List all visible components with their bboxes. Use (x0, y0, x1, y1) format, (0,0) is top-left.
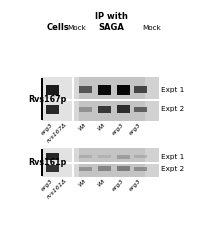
Bar (41, 149, 43, 176)
Bar (42, 77, 72, 121)
Text: rvs167Δ: rvs167Δ (46, 122, 68, 144)
Text: Mock: Mock (143, 25, 161, 31)
Bar (117, 106, 130, 113)
Bar (79, 167, 92, 171)
Text: Mock: Mock (67, 25, 86, 31)
Text: Expt 2: Expt 2 (161, 106, 184, 112)
Bar (79, 148, 145, 177)
Bar (117, 166, 130, 171)
Text: erg3: erg3 (111, 178, 125, 192)
Bar (74, 77, 79, 121)
Bar (134, 107, 147, 112)
Text: erg3: erg3 (41, 178, 54, 192)
Bar (79, 77, 145, 121)
Bar (42, 148, 72, 177)
Text: rvs161Δ: rvs161Δ (46, 178, 68, 200)
Bar (117, 155, 130, 158)
Text: Wt: Wt (96, 122, 106, 132)
Bar (98, 166, 111, 171)
Text: Expt 1: Expt 1 (161, 154, 184, 160)
Bar (98, 106, 111, 113)
Text: Expt 1: Expt 1 (161, 87, 184, 93)
Bar (134, 86, 147, 93)
Text: Wt: Wt (77, 122, 87, 132)
Text: Wt: Wt (96, 178, 106, 188)
Bar (134, 167, 147, 171)
Bar (79, 155, 92, 158)
Text: Expt 2: Expt 2 (161, 166, 184, 172)
Bar (46, 85, 59, 95)
Bar (98, 155, 111, 158)
Bar (41, 78, 43, 120)
Text: IP with
SAGA: IP with SAGA (95, 12, 128, 32)
Bar (46, 153, 59, 160)
Text: erg3: erg3 (111, 122, 125, 136)
Text: Wt: Wt (77, 178, 87, 188)
Bar (74, 148, 79, 177)
Text: erg3: erg3 (128, 122, 142, 136)
Bar (46, 105, 59, 114)
Bar (134, 155, 147, 158)
Text: erg3: erg3 (41, 122, 54, 136)
Bar (42, 162, 159, 164)
Text: Cells: Cells (46, 23, 69, 32)
Bar (79, 107, 92, 112)
Bar (117, 85, 130, 94)
Bar (145, 77, 159, 121)
Bar (46, 165, 59, 172)
Text: Rvs167p: Rvs167p (28, 95, 66, 104)
Bar (79, 86, 92, 93)
Bar (98, 85, 111, 94)
Bar (42, 99, 159, 101)
Text: erg3: erg3 (128, 178, 142, 192)
Text: Rvs161p: Rvs161p (28, 158, 66, 167)
Bar (145, 148, 159, 177)
